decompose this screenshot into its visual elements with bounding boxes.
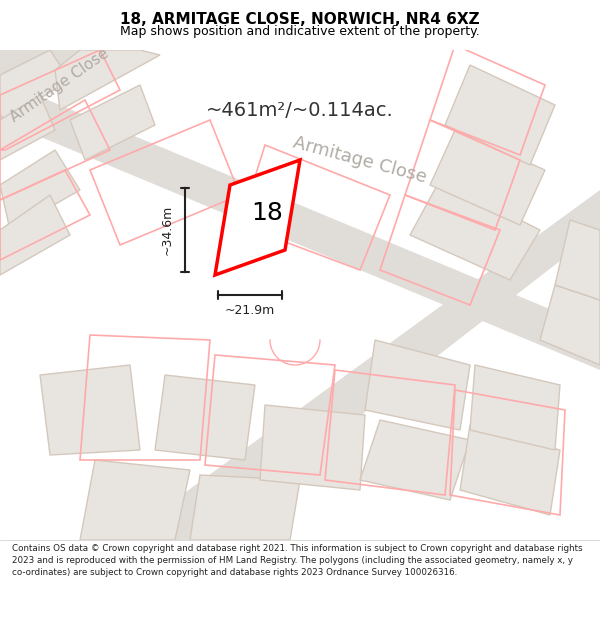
Polygon shape <box>215 160 300 275</box>
Polygon shape <box>360 420 470 500</box>
Text: 18, ARMITAGE CLOSE, NORWICH, NR4 6XZ: 18, ARMITAGE CLOSE, NORWICH, NR4 6XZ <box>120 12 480 28</box>
Polygon shape <box>55 50 160 110</box>
Polygon shape <box>155 375 255 460</box>
Polygon shape <box>430 130 545 225</box>
Polygon shape <box>445 65 555 165</box>
Polygon shape <box>0 50 70 120</box>
Polygon shape <box>0 195 70 275</box>
Text: Armitage Close: Armitage Close <box>8 46 112 124</box>
Text: ~34.6m: ~34.6m <box>161 205 173 255</box>
Text: Armitage Close: Armitage Close <box>291 134 429 186</box>
Polygon shape <box>470 365 560 450</box>
Text: 18: 18 <box>251 201 283 224</box>
Polygon shape <box>0 95 55 160</box>
Polygon shape <box>365 340 470 430</box>
Polygon shape <box>0 150 80 230</box>
Text: ~461m²/~0.114ac.: ~461m²/~0.114ac. <box>206 101 394 119</box>
Polygon shape <box>0 80 600 370</box>
Polygon shape <box>190 475 300 540</box>
Polygon shape <box>460 425 560 515</box>
Text: ~21.9m: ~21.9m <box>225 304 275 316</box>
Text: Contains OS data © Crown copyright and database right 2021. This information is : Contains OS data © Crown copyright and d… <box>12 544 583 577</box>
Polygon shape <box>80 460 190 540</box>
Polygon shape <box>540 285 600 365</box>
Text: Map shows position and indicative extent of the property.: Map shows position and indicative extent… <box>120 24 480 38</box>
Polygon shape <box>555 220 600 300</box>
Polygon shape <box>70 85 155 160</box>
Polygon shape <box>410 180 540 280</box>
Polygon shape <box>120 190 600 540</box>
Polygon shape <box>0 50 80 80</box>
Polygon shape <box>260 405 365 490</box>
Polygon shape <box>40 365 140 455</box>
